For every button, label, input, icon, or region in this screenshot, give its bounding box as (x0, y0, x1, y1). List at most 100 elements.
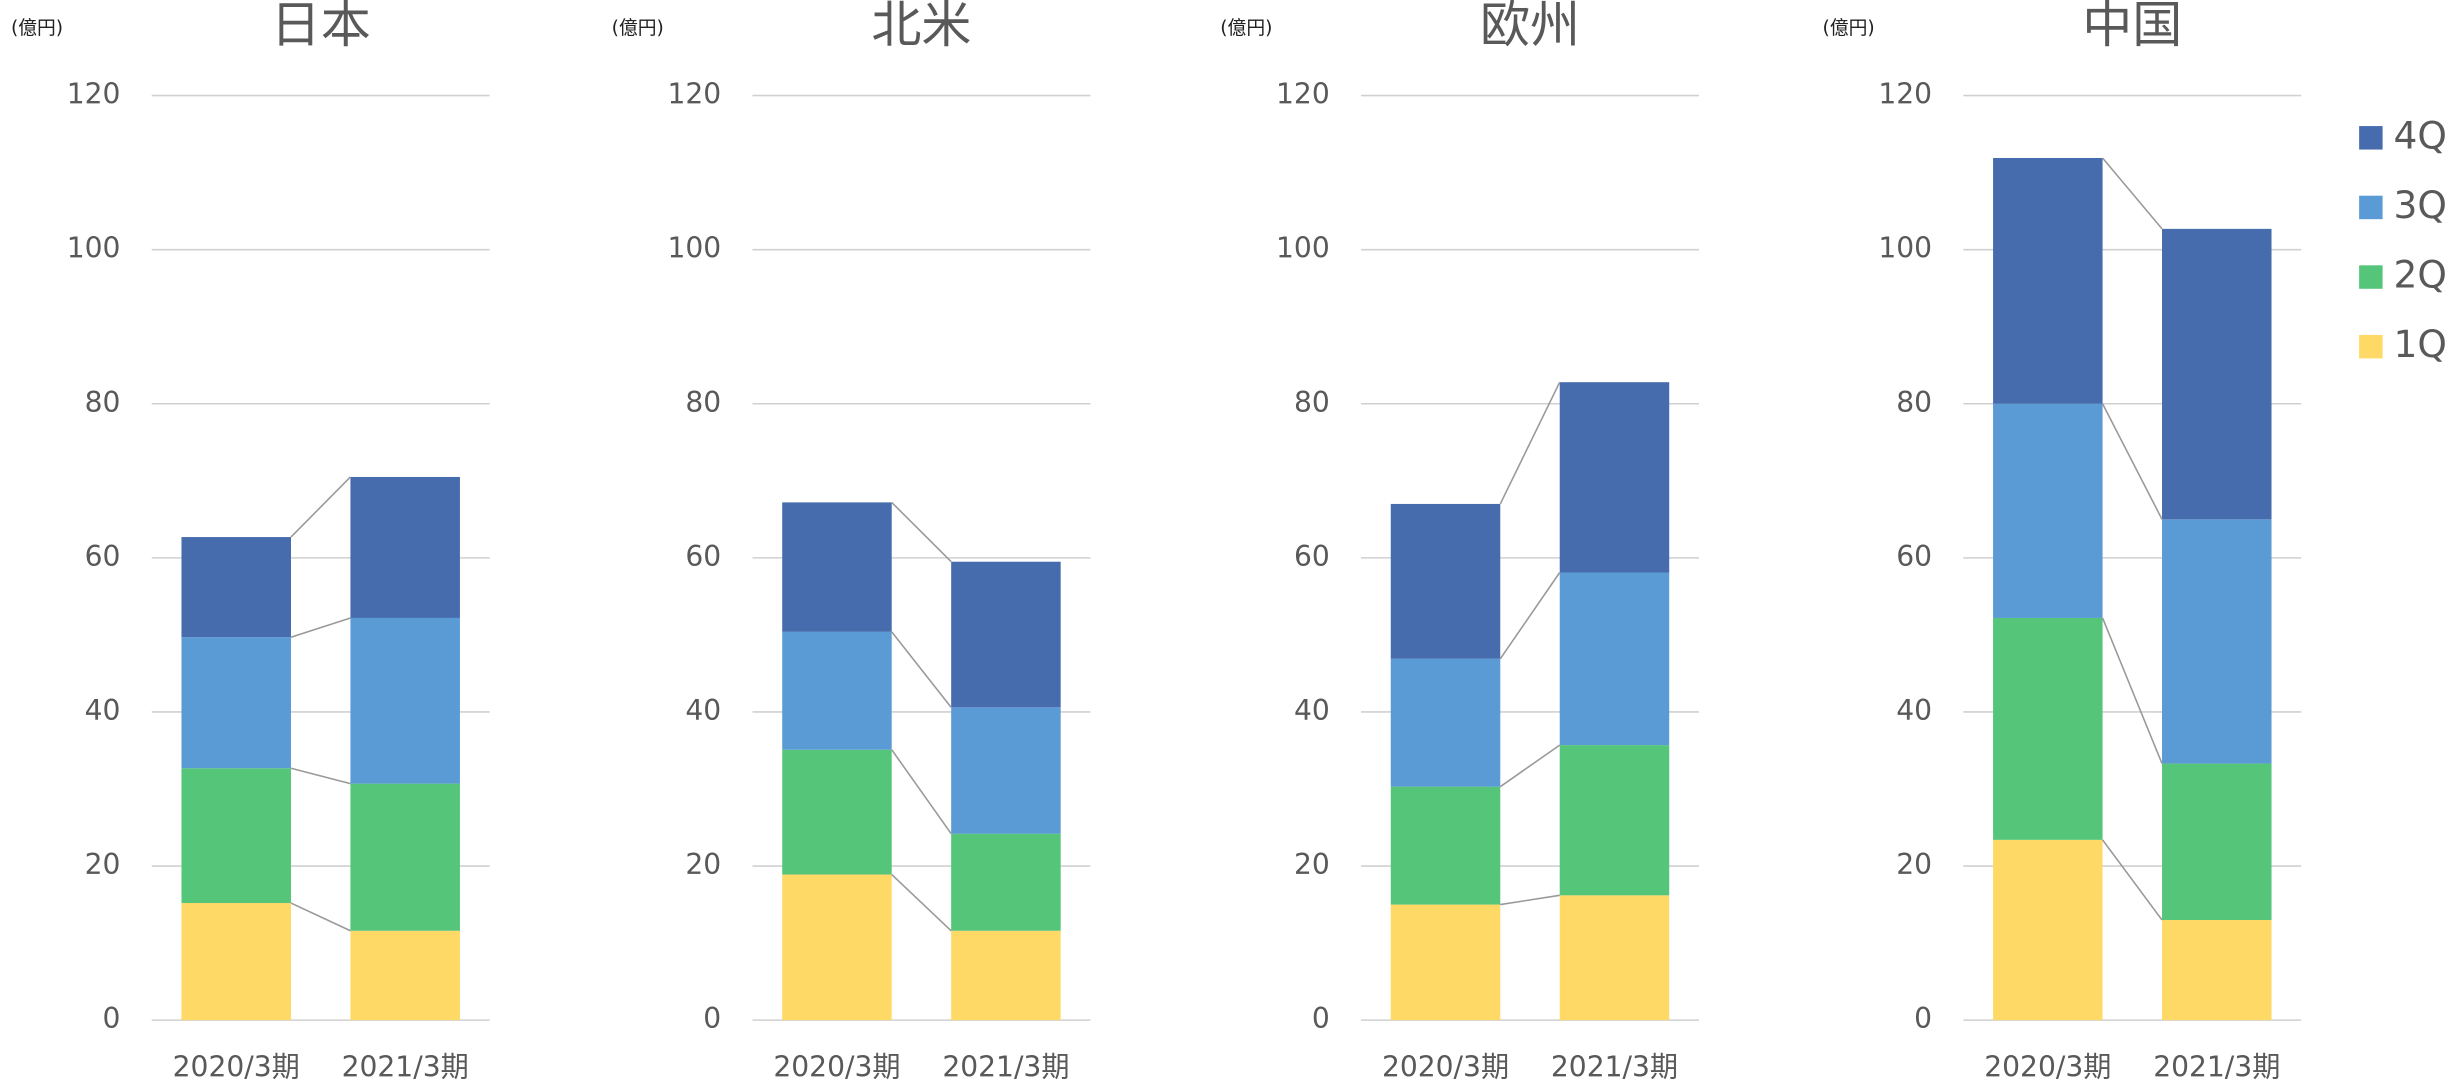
x-tick-label: 2020/3期 (173, 1051, 300, 1084)
connector (891, 501, 952, 563)
y-tick-label: 0 (1914, 1002, 1932, 1035)
y-tick-label: 120 (1276, 78, 1330, 111)
bar-segment (1390, 904, 1501, 1021)
bar-segment (1993, 839, 2103, 1021)
y-tick-label: 40 (685, 694, 721, 727)
connector (891, 631, 952, 708)
y-axis-label: (億円) (1220, 17, 1272, 39)
y-tick-label: 0 (103, 1002, 121, 1035)
y-tick-label: 100 (1276, 232, 1330, 265)
legend-label: 2Q (2394, 253, 2447, 297)
x-tick-label: 2021/3期 (942, 1051, 1069, 1084)
y-tick-label: 40 (85, 694, 121, 727)
connector (290, 902, 351, 932)
bar-segment (1390, 786, 1501, 905)
bar-segment (1993, 403, 2103, 618)
y-tick-label: 20 (1294, 848, 1330, 881)
y-tick-label: 80 (85, 386, 121, 419)
y-tick-label: 40 (1294, 694, 1330, 727)
x-tick-label: 2020/3期 (1382, 1051, 1509, 1084)
connector (290, 476, 351, 538)
y-tick-label: 100 (667, 232, 721, 265)
bar-segment (782, 502, 892, 632)
bar-segment (951, 707, 1061, 834)
connector (1500, 894, 1560, 906)
y-axis-label: (億円) (11, 17, 63, 39)
bar-segment (2162, 763, 2272, 920)
connector (891, 749, 952, 835)
legend-label: 4Q (2394, 113, 2447, 157)
bar-segment (2162, 228, 2272, 520)
bar-segment (1390, 658, 1501, 787)
bar-segment (951, 833, 1061, 931)
y-tick-label: 100 (67, 232, 121, 265)
y-tick-label: 60 (1896, 540, 1932, 573)
bar-segment (350, 617, 460, 784)
legend-swatch (2359, 126, 2383, 150)
y-tick-label: 60 (1294, 540, 1330, 573)
y-tick-label: 100 (1878, 232, 1932, 265)
connector (2101, 157, 2163, 230)
bar-segment (1993, 157, 2103, 404)
bar-segment (2162, 919, 2272, 1021)
y-tick-label: 80 (1896, 386, 1932, 419)
bar-segment (782, 874, 892, 1021)
y-tick-label: 120 (67, 78, 121, 111)
bar-segment (1559, 572, 1670, 746)
y-tick-label: 80 (685, 386, 721, 419)
y-axis-label: (億円) (612, 17, 664, 39)
x-tick-label: 2020/3期 (773, 1051, 900, 1084)
bar-segment (350, 930, 460, 1021)
connector (290, 767, 351, 785)
y-tick-label: 120 (1878, 78, 1932, 111)
bar-segment (181, 768, 291, 904)
bar-segment (2162, 519, 2272, 764)
x-tick-label: 2021/3期 (2153, 1051, 2280, 1084)
x-tick-label: 2020/3期 (1984, 1051, 2111, 1084)
y-tick-label: 0 (1312, 1002, 1330, 1035)
bar-segment (951, 930, 1061, 1021)
legend-label: 1Q (2394, 322, 2447, 366)
legend-swatch (2359, 265, 2383, 289)
connector (891, 873, 952, 932)
connector (2101, 403, 2163, 520)
bar-segment (350, 476, 460, 618)
bar-segment (782, 749, 892, 875)
bar-segment (1559, 745, 1670, 896)
bar-segment (350, 783, 460, 931)
bar-segment (181, 537, 291, 638)
chart-title: 欧州 (1480, 0, 1580, 54)
y-axis-label: (億円) (1823, 17, 1875, 39)
bar-segment (181, 637, 291, 769)
x-tick-label: 2021/3期 (1551, 1051, 1678, 1084)
connector (2101, 839, 2163, 921)
y-tick-label: 40 (1896, 694, 1932, 727)
y-tick-label: 80 (1294, 386, 1330, 419)
y-tick-label: 120 (667, 78, 721, 111)
y-tick-label: 20 (685, 848, 721, 881)
legend-swatch (2359, 195, 2383, 220)
bar-segment (951, 561, 1061, 708)
bar-segment (1993, 617, 2103, 840)
y-tick-label: 20 (85, 848, 121, 881)
connector (290, 617, 351, 638)
x-tick-label: 2021/3期 (342, 1051, 469, 1084)
y-tick-label: 60 (85, 540, 121, 573)
chart-title: 日本 (271, 0, 371, 54)
connector (2101, 617, 2163, 764)
bar-segment (181, 903, 291, 1021)
bar-segment (1390, 503, 1501, 659)
y-tick-label: 60 (685, 540, 721, 573)
bar-segment (782, 631, 892, 750)
y-tick-label: 20 (1896, 848, 1932, 881)
bar-segment (1559, 895, 1670, 1021)
connector (1499, 744, 1561, 788)
connector (1499, 572, 1561, 660)
chart-title: 中国 (2082, 0, 2182, 54)
legend-swatch (2359, 334, 2383, 359)
connector (1499, 381, 1561, 505)
y-tick-label: 0 (703, 1002, 721, 1035)
bar-segment (1559, 382, 1670, 573)
chart-title: 北米 (871, 0, 971, 54)
